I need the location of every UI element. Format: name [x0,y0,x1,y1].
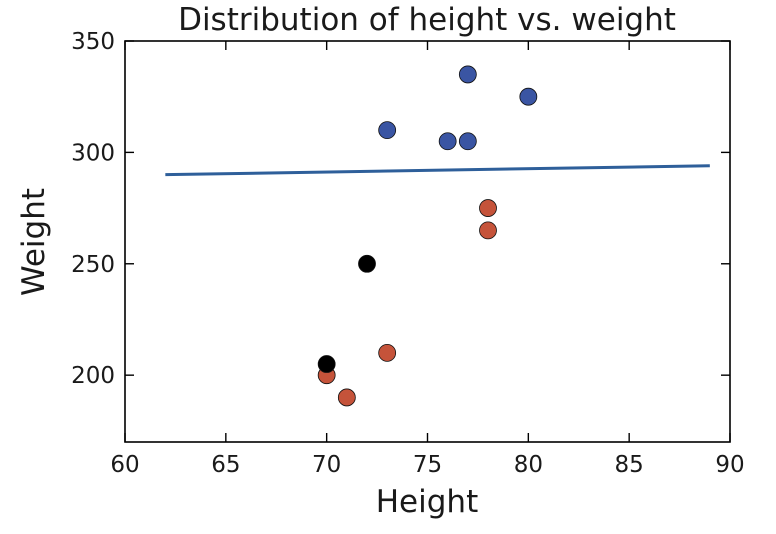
x-tick-label: 65 [211,452,240,478]
scatter-point-series-1 [519,87,538,106]
x-tick-label: 90 [715,452,744,478]
x-axis-label: Height [376,484,478,520]
x-tick-label: 75 [413,452,442,478]
fit-line [165,164,710,177]
x-tick-label: 85 [615,452,644,478]
y-tick-label: 200 [71,363,115,389]
y-tick-label: 350 [71,29,115,55]
scatter-point-series-1 [378,121,397,140]
x-tick-label: 80 [514,452,543,478]
scatter-point-series-1 [458,132,477,151]
chart-title: Distribution of height vs. weight [178,2,676,38]
scatter-point-series-2 [479,199,497,217]
scatter-point-series-1 [438,132,457,151]
scatter-point-series-1 [458,65,477,84]
scatter-point-series-3 [317,355,336,373]
fit-line-layer [165,164,710,177]
axes-ticks: 60 65 70 75 80 85 90 200 250 300 350 [71,29,745,478]
x-tick-label: 60 [110,452,139,478]
points-layer [317,65,538,407]
scatter-point-series-2 [479,221,497,240]
plot-frame [124,40,731,443]
scatter-point-series-2 [378,343,397,362]
y-tick-label: 250 [71,252,115,278]
scatter-point-series-2 [337,388,356,407]
x-tick-label: 70 [312,452,341,478]
y-axis-label: Weight [16,188,52,296]
scatter-point-series-3 [358,254,376,273]
y-tick-label: 300 [71,140,115,166]
